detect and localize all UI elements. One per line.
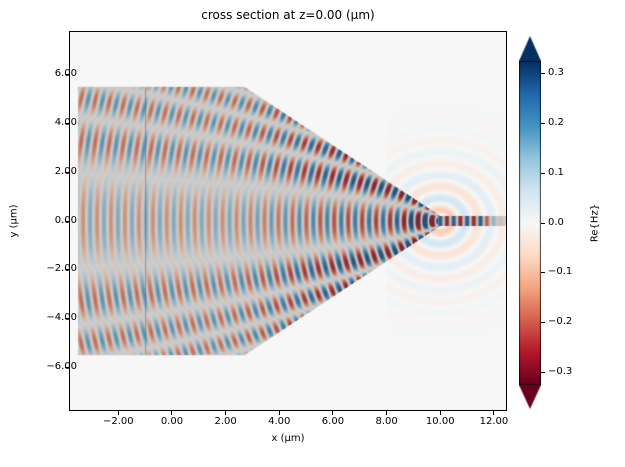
colorbar-tick-label: 0.0 [548, 216, 564, 228]
y-tick-mark [65, 269, 69, 271]
plot-title: cross section at z=0.00 (µm) [201, 8, 375, 22]
x-tick-label: 8.00 [375, 416, 398, 427]
colorbar-tick-mark [541, 172, 545, 174]
x-axis-label: x (µm) [271, 433, 305, 444]
y-tick-mark [65, 366, 69, 368]
y-tick-label: −6.00 [46, 360, 77, 372]
x-tick-mark [117, 411, 119, 415]
colorbar-tick-mark [541, 122, 545, 124]
y-tick-label: 2.00 [54, 165, 77, 177]
x-tick-label: 6.00 [321, 416, 345, 427]
y-axis-label: y (µm) [8, 204, 20, 238]
field-heatmap [70, 32, 506, 410]
y-tick-mark [65, 220, 69, 222]
x-tick-mark [386, 411, 388, 415]
x-tick-mark [439, 411, 441, 415]
x-tick-label: 12.00 [479, 416, 509, 427]
colorbar-tick-label: 0.1 [548, 166, 564, 178]
x-tick-mark [332, 411, 334, 415]
colorbar-tick-label: 0.3 [548, 66, 564, 78]
colorbar-tick-mark [541, 222, 545, 224]
x-tick-mark [493, 411, 495, 415]
colorbar-tick-mark [541, 72, 545, 74]
colorbar-tick-label: −0.2 [548, 316, 573, 328]
x-tick-label: 4.00 [268, 416, 291, 427]
colorbar-tick-mark [541, 372, 545, 374]
x-tick-label: 0.00 [160, 416, 184, 427]
y-tick-label: −4.00 [46, 312, 77, 324]
colorbar-tick-label: 0.2 [548, 116, 564, 128]
y-tick-mark [65, 318, 69, 320]
y-tick-label: −2.00 [46, 263, 77, 275]
colorbar-label: Re{Hz} [589, 203, 601, 243]
y-tick-mark [65, 74, 69, 76]
y-tick-mark [65, 122, 69, 124]
y-tick-label: 4.00 [54, 116, 77, 128]
colorbar [519, 36, 541, 410]
y-tick-mark [65, 171, 69, 173]
colorbar-tick-label: −0.3 [548, 366, 573, 378]
y-tick-label: 6.00 [54, 68, 77, 80]
colorbar-tick-label: −0.1 [548, 266, 573, 278]
x-tick-mark [225, 411, 227, 415]
x-tick-label: 10.00 [425, 416, 455, 427]
y-tick-label: 0.00 [54, 214, 77, 226]
x-tick-mark [278, 411, 280, 415]
x-tick-label: 2.00 [214, 416, 237, 427]
colorbar-tick-mark [541, 272, 545, 274]
colorbar-tick-mark [541, 322, 545, 324]
x-tick-mark [171, 411, 173, 415]
x-tick-label: −2.00 [102, 416, 134, 427]
